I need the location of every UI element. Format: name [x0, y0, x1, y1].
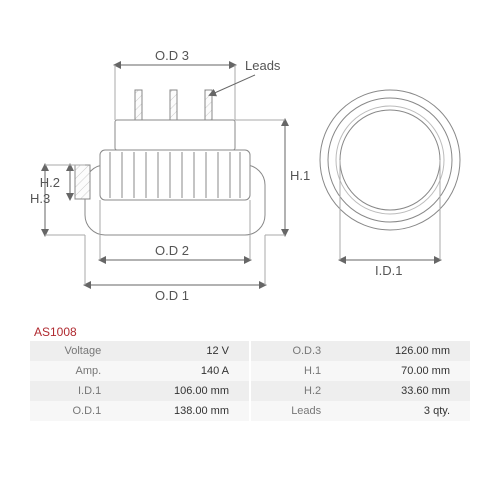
dim-h2-label: H.2: [40, 175, 60, 190]
spec-table: Voltage12 VO.D.3126.00 mmAmp.140 AH.170.…: [30, 341, 470, 421]
dim-h1-label: H.1: [290, 168, 310, 183]
spec-value: 3 qty.: [329, 401, 470, 421]
front-view: O.D 3 Leads O.D 2 O.D 1 H.1 H.2: [30, 48, 310, 303]
part-number: AS1008: [34, 325, 470, 339]
dim-od1-label: O.D 1: [155, 288, 189, 303]
spec-label: O.D.3: [250, 341, 329, 361]
dim-od3-label: O.D 3: [155, 48, 189, 63]
spec-row: Amp.140 AH.170.00 mm: [30, 361, 470, 381]
spec-label: I.D.1: [30, 381, 109, 401]
spec-value: 12 V: [109, 341, 250, 361]
spec-label: Voltage: [30, 341, 109, 361]
spec-label: Amp.: [30, 361, 109, 381]
spec-label: H.1: [250, 361, 329, 381]
spec-value: 138.00 mm: [109, 401, 250, 421]
spec-value: 70.00 mm: [329, 361, 470, 381]
spec-row: I.D.1106.00 mmH.233.60 mm: [30, 381, 470, 401]
dim-h3-label: H.3: [30, 191, 50, 206]
top-view: I.D.1: [320, 90, 460, 278]
technical-drawing: O.D 3 Leads O.D 2 O.D 1 H.1 H.2: [30, 20, 470, 310]
spec-value: 140 A: [109, 361, 250, 381]
spec-label: H.2: [250, 381, 329, 401]
spec-value: 33.60 mm: [329, 381, 470, 401]
spec-label: O.D.1: [30, 401, 109, 421]
dim-leads-label: Leads: [245, 58, 281, 73]
spec-value: 126.00 mm: [329, 341, 470, 361]
spec-label: Leads: [250, 401, 329, 421]
dim-od2-label: O.D 2: [155, 243, 189, 258]
dim-id1-label: I.D.1: [375, 263, 402, 278]
spec-block: AS1008 Voltage12 VO.D.3126.00 mmAmp.140 …: [30, 325, 470, 421]
spec-value: 106.00 mm: [109, 381, 250, 401]
spec-row: Voltage12 VO.D.3126.00 mm: [30, 341, 470, 361]
spec-row: O.D.1138.00 mmLeads3 qty.: [30, 401, 470, 421]
